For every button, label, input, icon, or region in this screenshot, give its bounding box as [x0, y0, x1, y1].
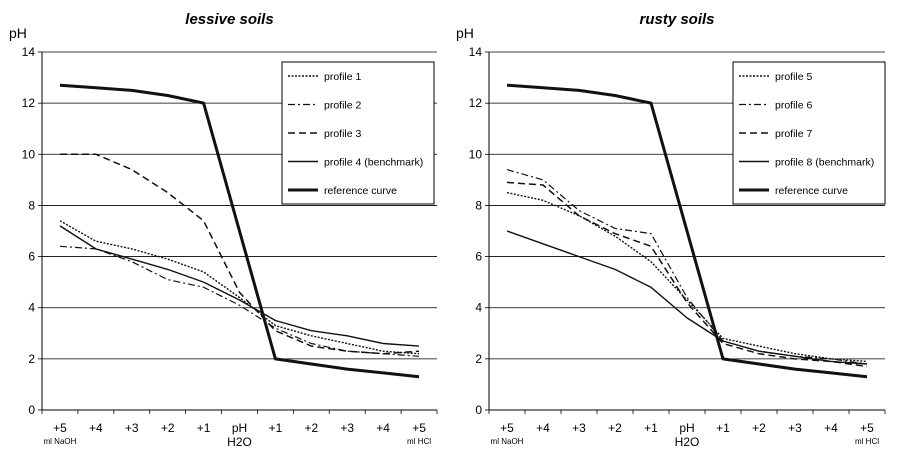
x-sub-label-right: ml HCl: [407, 437, 431, 446]
y-tick-label: 8: [28, 198, 35, 212]
chart-title: lessive soils: [185, 11, 273, 28]
legend-label: profile 8 (benchmark): [775, 157, 874, 169]
y-tick-label: 10: [469, 147, 483, 161]
series-line-profile-1: [59, 220, 420, 355]
y-tick-label: 8: [475, 198, 482, 212]
x-tick-label: +3: [788, 421, 802, 435]
y-tick-label: 12: [22, 96, 36, 110]
series-line-reference-curve: [506, 83, 868, 379]
y-tick-label: 4: [28, 301, 35, 315]
legend-label: reference curve: [775, 185, 848, 197]
x-sub-label-center: H2O: [227, 435, 252, 449]
legend-box: [281, 61, 435, 205]
x-tick-label: +1: [716, 421, 730, 435]
x-sub-label-left: ml NaOH: [44, 437, 77, 446]
x-tick-label: +3: [340, 421, 354, 435]
y-tick-label: 2: [475, 352, 482, 366]
x-tick-label: +4: [376, 421, 390, 435]
x-tick-label: +1: [197, 421, 211, 435]
series-line-reference-curve: [59, 83, 420, 379]
y-tick-label: 2: [28, 352, 35, 366]
x-tick-label: pH: [232, 421, 247, 435]
x-sub-label-right: ml HCl: [855, 437, 879, 446]
series-line-profile-7: [506, 181, 868, 368]
x-tick-label: +4: [536, 421, 550, 435]
chart-title: rusty soils: [639, 11, 714, 28]
y-tick-label: 4: [475, 301, 482, 315]
x-tick-label: +2: [304, 421, 318, 435]
y-tick-label: 0: [28, 403, 35, 417]
y-tick-label: 14: [469, 45, 483, 59]
x-tick-label: +2: [752, 421, 766, 435]
legend-label: profile 2: [324, 100, 362, 112]
x-tick-label: +1: [269, 421, 283, 435]
legend: profile 5 profile 6 profile 7 profile 8 (be…: [732, 61, 886, 205]
x-tick-label: +4: [824, 421, 838, 435]
y-axis-label: pH: [9, 25, 27, 41]
y-tick-label: 6: [475, 250, 482, 264]
x-tick-label: +5: [412, 421, 426, 435]
legend-label: profile 6: [775, 100, 813, 112]
series-line-profile-5: [506, 191, 868, 363]
x-tick-label: +2: [608, 421, 622, 435]
legend-label: profile 1: [324, 71, 362, 83]
legend: profile 1 profile 2 profile 3 profile 4 (be…: [281, 61, 435, 205]
x-tick-label: +5: [53, 421, 67, 435]
y-tick-label: 12: [469, 96, 483, 110]
x-sub-label-center: H2O: [675, 435, 700, 449]
x-tick-label: +1: [644, 421, 658, 435]
legend-label: profile 3: [324, 128, 362, 140]
legend-box: [732, 61, 886, 205]
y-tick-label: 14: [22, 45, 36, 59]
x-tick-label: +5: [500, 421, 514, 435]
chart-panel-2: 0 2 4 6 8 10 12 14 +5 +4 +3 +2 +1 pH +1 +2 +3 +4 +5 ml NaOH…: [456, 11, 886, 449]
y-tick-label: 6: [28, 250, 35, 264]
x-sub-label-left: ml NaOH: [491, 437, 524, 446]
series-line-profile-8-benchmark-: [506, 230, 868, 365]
legend-label: reference curve: [324, 185, 397, 197]
x-tick-label: +3: [125, 421, 139, 435]
x-tick-label: pH: [679, 421, 694, 435]
x-tick-label: +2: [161, 421, 175, 435]
series-line-profile-2: [59, 245, 420, 357]
chart-panel-1: 0 2 4 6 8 10 12 14 +5 +4 +3 +2 +1 pH +1 +2 +3 +4 +5 ml NaOH…: [9, 11, 438, 449]
y-axis-label: pH: [456, 25, 474, 41]
y-tick-label: 0: [475, 403, 482, 417]
x-tick-label: +5: [860, 421, 874, 435]
legend-label: profile 4 (benchmark): [324, 157, 423, 169]
series-line-profile-6: [506, 169, 868, 365]
x-tick-label: +4: [89, 421, 103, 435]
x-tick-label: +3: [572, 421, 586, 435]
series-line-profile-4-benchmark-: [59, 225, 420, 347]
series-line-profile-3: [60, 153, 420, 355]
y-tick-label: 10: [22, 147, 36, 161]
legend-label: profile 7: [775, 128, 813, 140]
legend-label: profile 5: [775, 71, 813, 83]
